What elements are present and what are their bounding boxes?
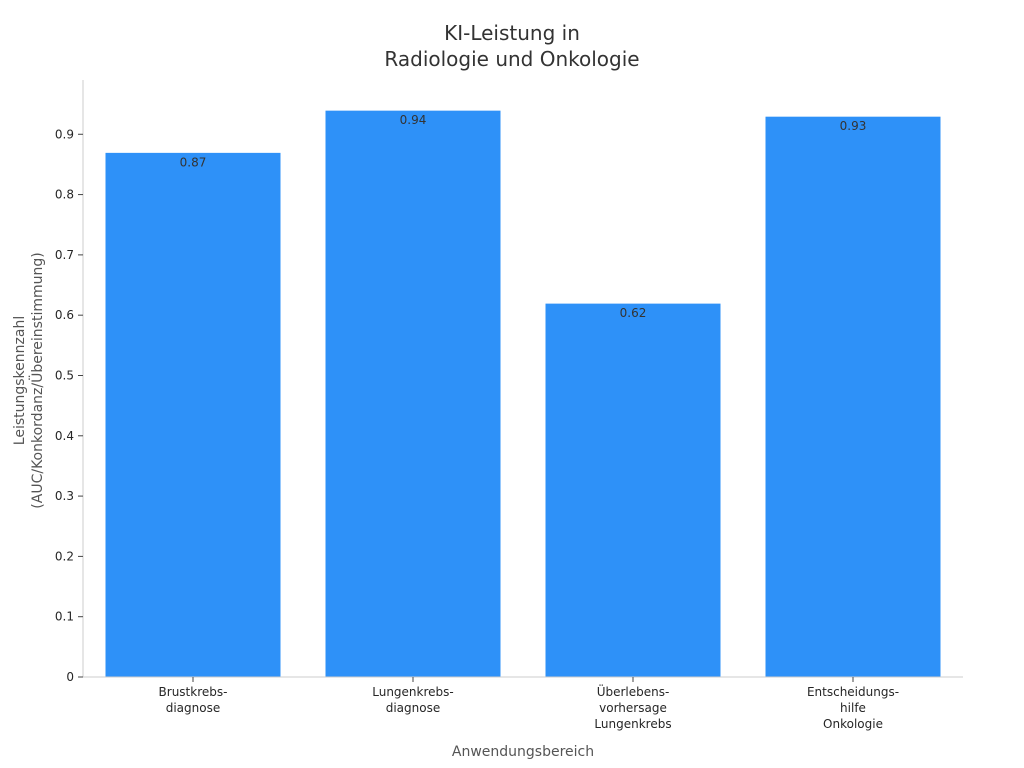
x-tick-label: Lungenkrebs	[594, 717, 671, 731]
x-axis-label: Anwendungsbereich	[452, 744, 594, 760]
y-axis-label-line: (AUC/Konkordanz/Übereinstimmung)	[28, 252, 46, 508]
x-tick-label: Entscheidungs-	[807, 685, 899, 699]
x-ticks-group: Brustkrebs-diagnose Lungenkrebs-diagnose Ü…	[159, 677, 899, 731]
y-tick-label: 0.5	[55, 368, 74, 382]
y-tick-label: 0	[66, 670, 74, 684]
y-tick-label: 0.2	[55, 549, 74, 563]
bar-data-label: 0.87	[180, 155, 207, 169]
y-tick-label: 0.3	[55, 489, 74, 503]
bar	[764, 115, 942, 678]
bar	[104, 151, 282, 678]
bars-group	[104, 109, 942, 678]
x-tick-label: diagnose	[166, 701, 221, 715]
bar-data-label: 0.62	[620, 306, 647, 320]
y-tick-label: 0.8	[55, 188, 74, 202]
y-tick-label: 0.7	[55, 248, 74, 262]
y-axis-label-line: Leistungskennzahl	[12, 316, 28, 445]
x-tick-label: hilfe	[840, 701, 866, 715]
x-tick-label: Überlebens-	[597, 683, 670, 699]
x-tick-label: diagnose	[386, 701, 441, 715]
x-tick-label: Brustkrebs-	[159, 685, 228, 699]
x-tick-label: vorhersage	[599, 701, 667, 715]
y-tick-label: 0.9	[55, 127, 74, 141]
y-tick-label: 0.6	[55, 308, 74, 322]
y-ticks-group: 0 0.1 0.2 0.3 0.4 0.5 0.6 0.7 0.8 0.9	[55, 127, 83, 684]
y-tick-label: 0.1	[55, 610, 74, 624]
x-tick-label: Lungenkrebs-	[372, 685, 454, 699]
chart-title-line: KI-Leistung in	[444, 21, 580, 45]
bar-data-label: 0.93	[840, 119, 867, 133]
bar-data-label: 0.94	[400, 113, 427, 127]
x-tick-label: Onkologie	[823, 717, 883, 731]
data-labels-group: 0.87 0.94 0.62 0.93	[180, 113, 867, 320]
bar	[544, 302, 722, 678]
chart-title-line: Radiologie und Onkologie	[384, 47, 639, 71]
y-tick-label: 0.4	[55, 429, 74, 443]
y-axis-label: Leistungskennzahl (AUC/Konkordanz/Überein…	[12, 252, 46, 508]
bar	[324, 109, 502, 678]
